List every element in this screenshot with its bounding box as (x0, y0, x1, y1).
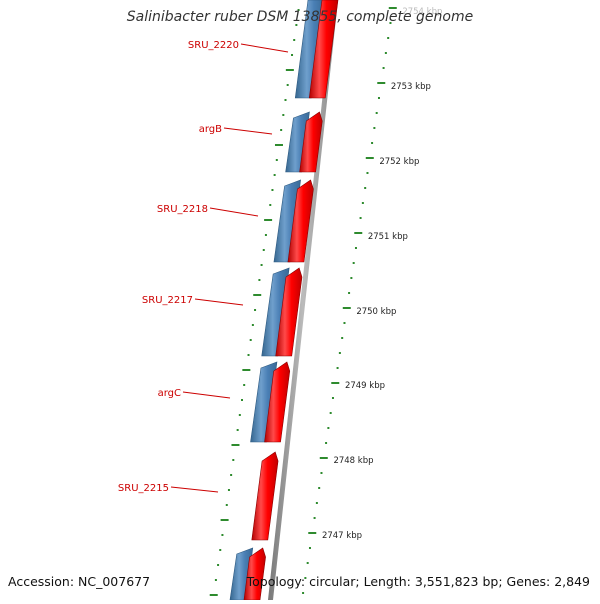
gene-label: argB (199, 124, 222, 135)
gene-label-leader (240, 43, 289, 53)
gene-label-leader (170, 486, 219, 493)
map-title: Salinibacter ruber DSM 13855, complete g… (126, 9, 474, 25)
scale-label: 2748 kbp (333, 456, 373, 466)
gene-label: SRU_2215 (118, 483, 169, 494)
gene-label: argC (158, 388, 181, 399)
gene-label-leader (209, 207, 259, 217)
genome-backbone (268, 0, 338, 600)
gene-label-leader (182, 391, 231, 399)
gene-labels: SRU_2220 argB SRU_2218 SRU_2217 argC SRU_2215 (118, 40, 289, 494)
gene-label: SRU_2217 (142, 295, 193, 306)
gene-features (229, 0, 339, 601)
backbone-layer (268, 0, 338, 600)
scale-label: 2747 kbp (322, 531, 362, 541)
forward-gene-arrow (308, 0, 339, 99)
gene-label-leader (223, 127, 273, 135)
forward-gene-arrow (264, 361, 291, 443)
forward-gene-arrow (287, 179, 314, 263)
scale-label: 2752 kbp (379, 157, 419, 167)
genome-summary-text: Topology: circular; Length: 3,551,823 bp… (246, 574, 590, 589)
accession-text: Accession: NC_007677 (8, 574, 151, 589)
forward-gene-arrow (251, 451, 279, 541)
scale-label: 2754 kbp (402, 7, 442, 17)
scale-label: 2749 kbp (345, 381, 385, 391)
scale-labels: 2754 kbp 2753 kbp 2752 kbp 2751 kbp 2750 kbp… (322, 7, 442, 541)
scale-ticks (209, 7, 397, 596)
gene-label: SRU_2218 (157, 204, 208, 215)
forward-gene-arrow (275, 267, 303, 357)
gene-label-leader (194, 298, 244, 306)
forward-gene-arrow (299, 111, 323, 173)
scale-label: 2753 kbp (391, 82, 431, 92)
scale-label: 2751 kbp (368, 232, 408, 242)
gene-label: SRU_2220 (188, 40, 239, 51)
scale-label: 2750 kbp (356, 307, 396, 317)
